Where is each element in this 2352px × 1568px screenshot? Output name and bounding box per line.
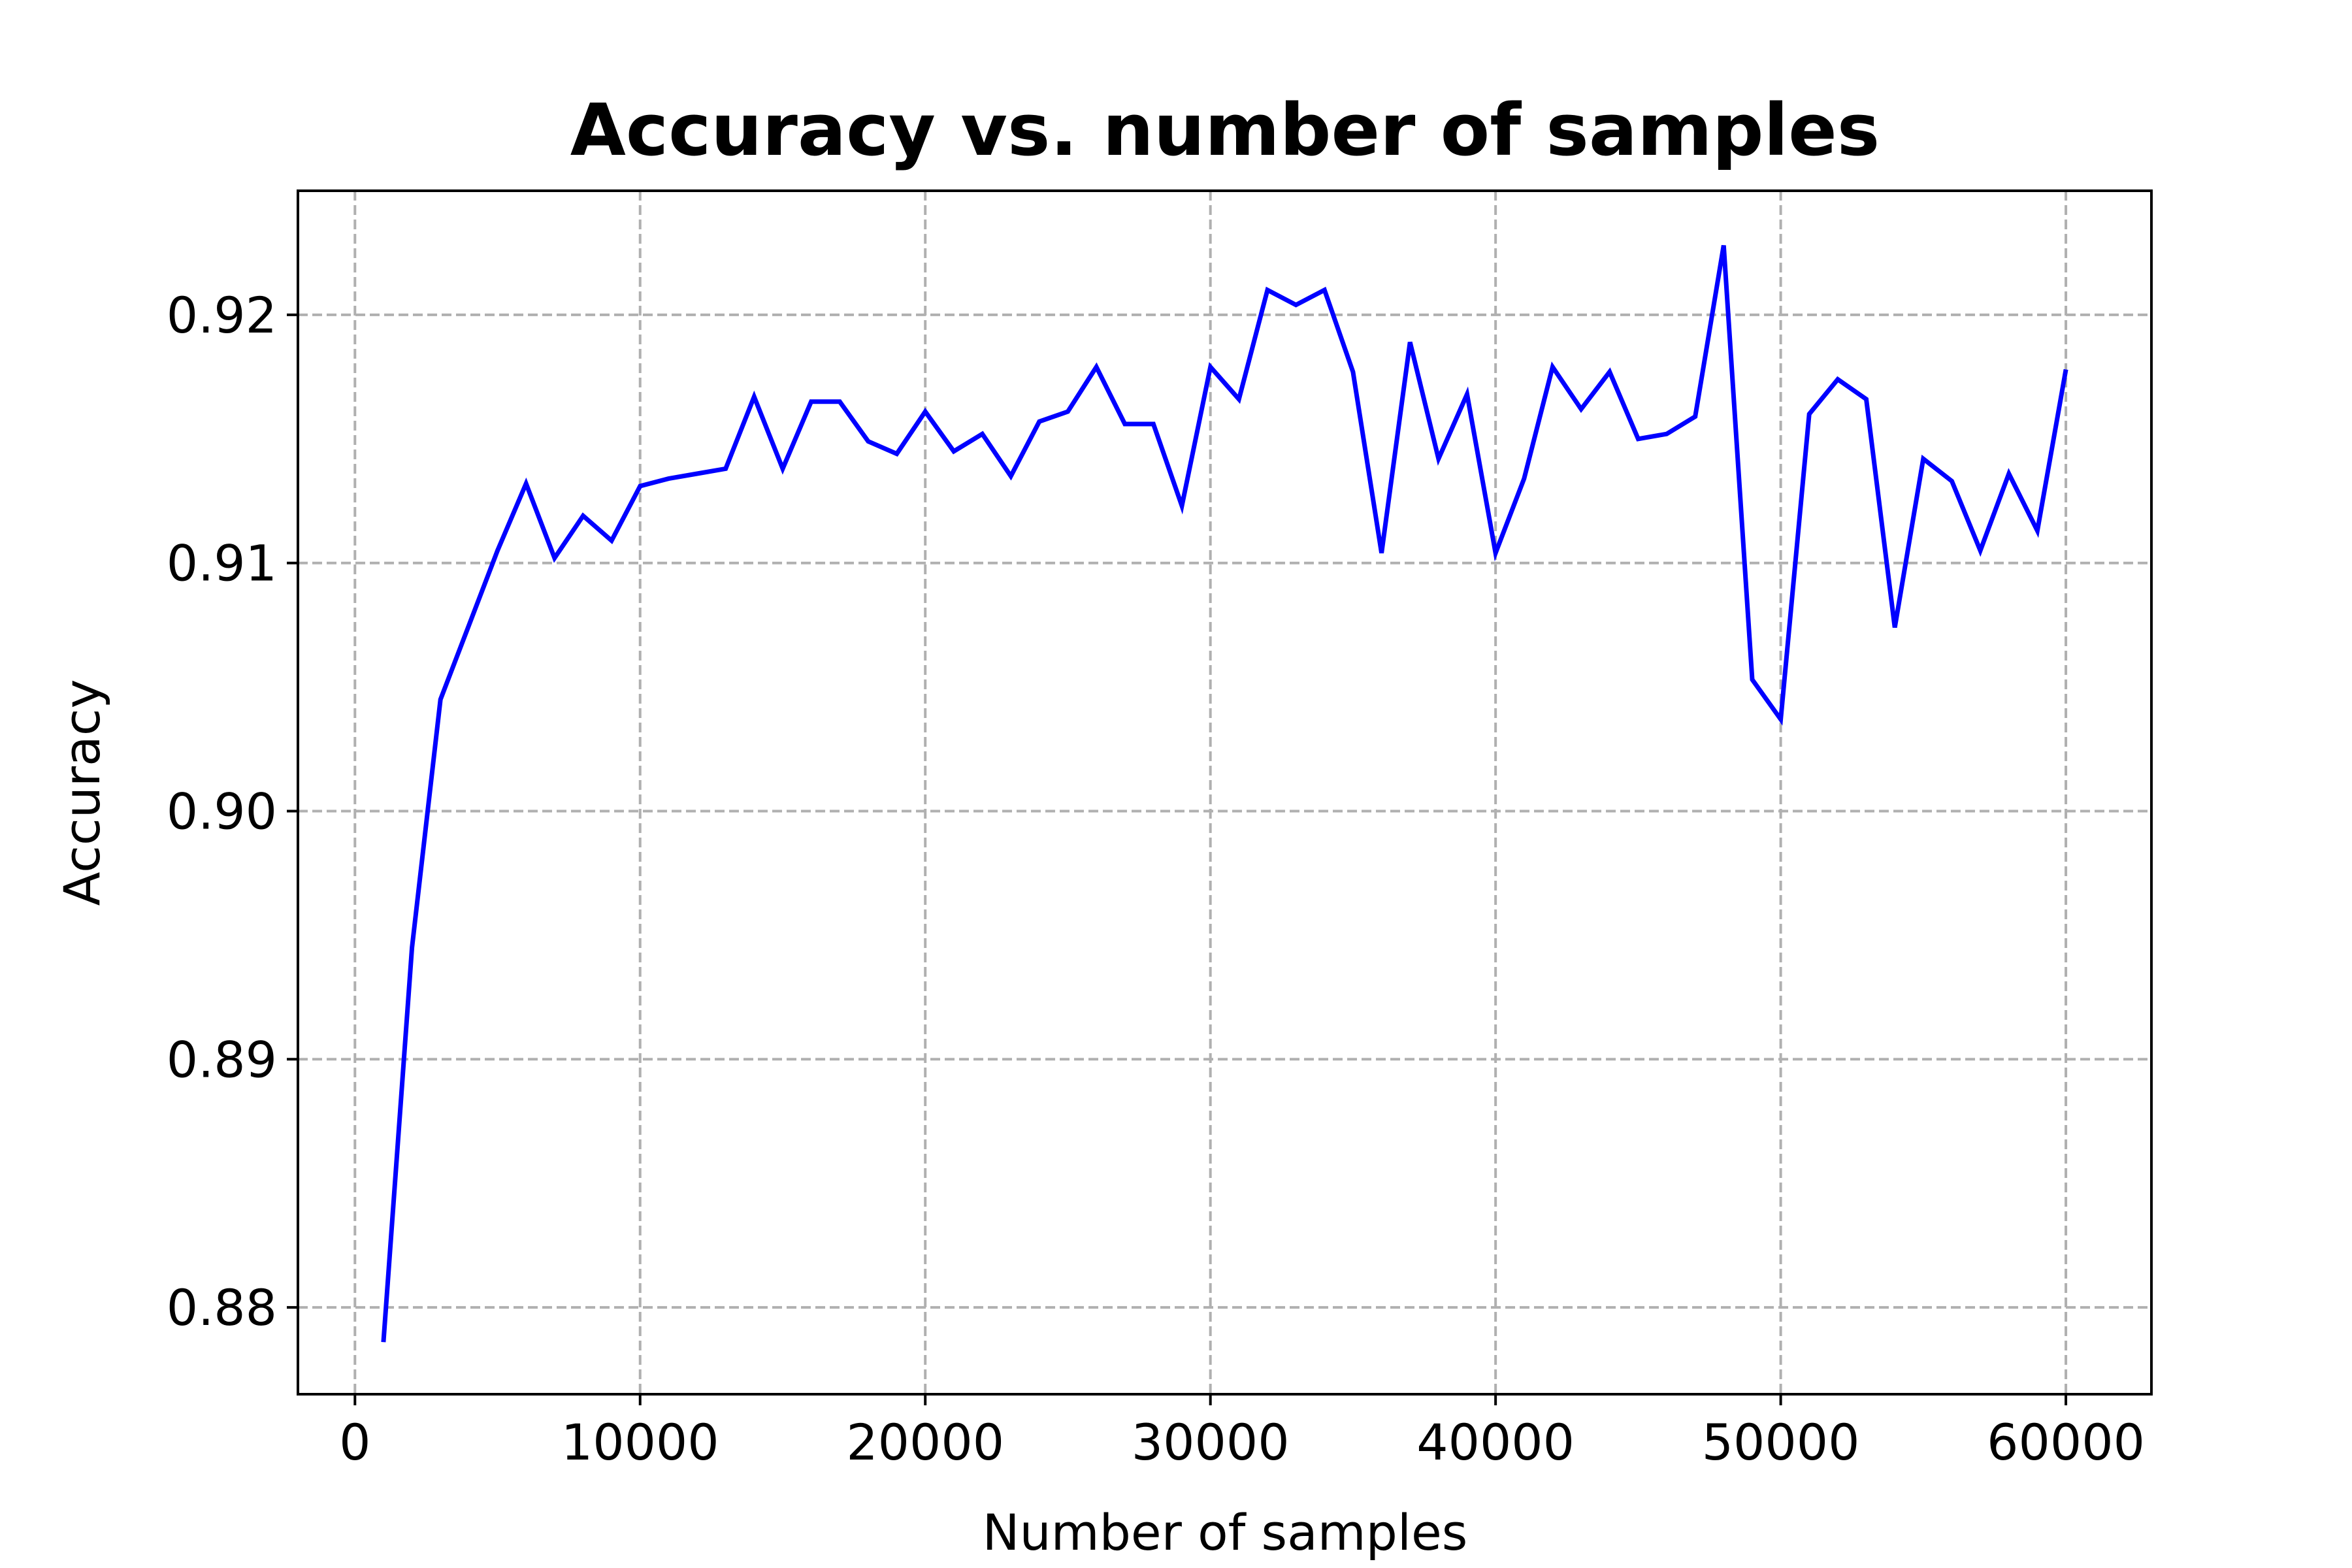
data-point — [439, 698, 442, 701]
data-point — [1323, 289, 1326, 291]
data-point — [2036, 529, 2038, 532]
x-tick-label: 50000 — [1702, 1413, 1860, 1471]
data-point — [1380, 551, 1383, 554]
data-point — [1352, 370, 1354, 373]
data-point — [382, 1341, 385, 1343]
data-point — [924, 410, 926, 413]
data-point — [1665, 433, 1668, 435]
data-point — [2065, 368, 2067, 370]
data-point — [1295, 304, 1298, 306]
data-point — [525, 482, 527, 485]
data-point — [1950, 480, 1953, 482]
y-tick-label: 0.92 — [167, 286, 277, 344]
x-tick-label: 60000 — [1987, 1413, 2145, 1471]
data-point — [1095, 366, 1098, 368]
data-point — [411, 946, 414, 949]
data-point — [1465, 393, 1468, 395]
data-point — [1124, 423, 1126, 425]
data-point — [867, 440, 870, 443]
data-point — [1266, 289, 1269, 291]
data-point — [1009, 475, 1012, 478]
x-axis-label: Number of samples — [983, 1503, 1468, 1561]
data-point — [1580, 408, 1582, 410]
y-tick-label: 0.90 — [167, 782, 277, 840]
data-point — [981, 433, 984, 435]
y-tick-label: 0.88 — [167, 1279, 277, 1337]
data-point — [1922, 457, 1925, 460]
data-point — [1038, 420, 1041, 423]
data-point — [1865, 398, 1868, 400]
data-point — [553, 557, 556, 559]
y-tick-label: 0.91 — [167, 534, 277, 593]
data-point — [1751, 678, 1754, 681]
data-point — [696, 472, 698, 475]
y-tick-label: 0.89 — [167, 1030, 277, 1088]
data-point — [1437, 457, 1440, 460]
data-point — [1523, 478, 1526, 480]
data-point — [610, 540, 613, 542]
series-layer — [381, 244, 2068, 1343]
data-point — [896, 453, 898, 455]
data-point — [1808, 413, 1810, 416]
x-tick-label: 0 — [339, 1413, 370, 1471]
data-point — [1722, 244, 1725, 247]
grid-lines — [298, 191, 2151, 1394]
data-point — [810, 400, 813, 403]
data-point — [1209, 366, 1212, 368]
data-point — [725, 467, 727, 470]
data-point — [1237, 398, 1240, 400]
data-point — [2008, 472, 2010, 475]
data-point — [639, 485, 642, 487]
data-point — [1780, 718, 1782, 721]
data-point — [781, 467, 784, 470]
data-point — [1694, 416, 1697, 418]
data-point — [1609, 370, 1611, 373]
data-point — [838, 400, 841, 403]
data-point — [1066, 410, 1069, 413]
data-point — [1181, 504, 1183, 507]
series-line — [381, 245, 2068, 1343]
data-point — [1979, 549, 1982, 552]
chart-title: Accuracy vs. number of samples — [570, 88, 1880, 172]
x-tick-label: 10000 — [561, 1413, 719, 1471]
data-point — [497, 549, 499, 552]
data-point — [581, 515, 584, 517]
data-point — [1837, 378, 1839, 381]
data-point — [667, 478, 670, 480]
x-tick-label: 30000 — [1132, 1413, 1290, 1471]
x-tick-label: 20000 — [846, 1413, 1004, 1471]
data-point — [753, 395, 755, 398]
data-point — [1551, 366, 1554, 368]
data-point — [468, 624, 470, 627]
data-point — [1494, 551, 1497, 554]
tick-marks: 0 10000 20000 30000 40000 50000 60000 0.88 0.89 0… — [167, 286, 2145, 1471]
data-point — [1409, 341, 1411, 344]
plot-area-frame — [297, 189, 2153, 1396]
data-point — [1152, 423, 1154, 425]
x-tick-label: 40000 — [1416, 1413, 1575, 1471]
data-point — [1893, 626, 1896, 629]
data-point — [953, 450, 955, 453]
data-point — [1637, 438, 1639, 440]
y-axis-label: Accuracy — [53, 679, 111, 906]
